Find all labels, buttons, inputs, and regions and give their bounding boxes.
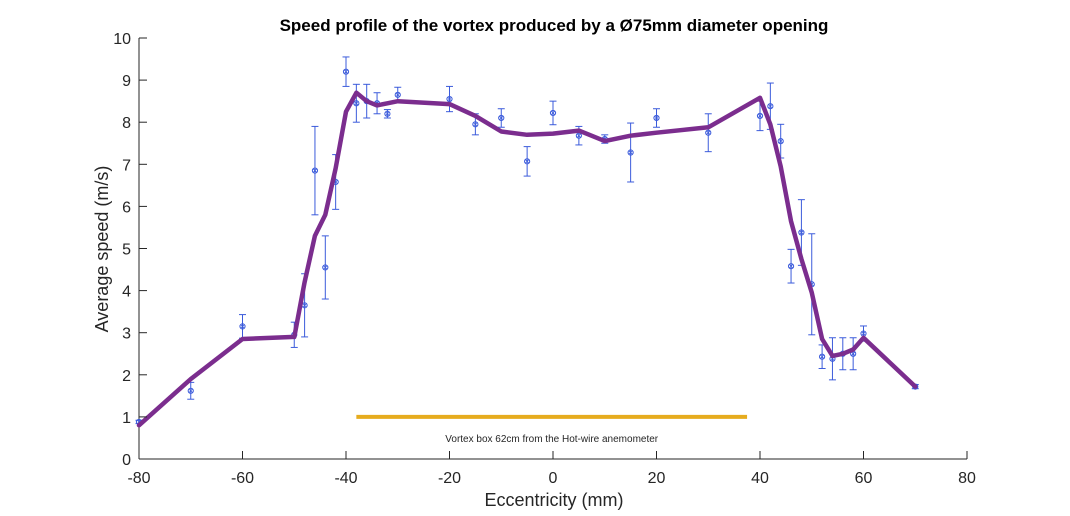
data-marker-cross: [706, 130, 711, 135]
x-tick-label: 80: [958, 470, 976, 487]
data-marker-cross: [799, 230, 804, 235]
x-tick-label: 0: [549, 470, 558, 487]
data-marker-cross: [473, 122, 478, 127]
y-tick-label: 8: [122, 115, 131, 132]
data-marker: [394, 91, 401, 98]
x-tick-label: -60: [231, 470, 254, 487]
data-marker-cross: [395, 92, 400, 97]
data-marker: [575, 132, 582, 139]
fit-line: [136, 90, 918, 428]
errorbar-point: [627, 122, 635, 183]
data-marker-cross: [188, 388, 193, 393]
data-marker-cross: [385, 111, 390, 116]
errorbar-point: [352, 83, 360, 123]
data-marker-cross: [820, 354, 825, 359]
chart-title: Speed profile of the vortex produced by …: [280, 16, 829, 35]
y-tick-label: 4: [122, 284, 131, 301]
data-marker: [342, 68, 350, 75]
y-tick-label: 5: [122, 242, 131, 259]
data-marker-cross: [136, 419, 142, 425]
data-marker-cross: [323, 265, 328, 270]
data-marker-cross: [768, 104, 773, 109]
y-tick-label: 6: [122, 199, 131, 216]
data-marker-cross: [788, 264, 794, 269]
y-tick-label: 7: [122, 157, 131, 174]
data-marker-cross: [757, 113, 763, 118]
data-marker-cross: [240, 324, 245, 329]
data-marker-cross: [447, 96, 452, 102]
y-tick-label: 2: [122, 368, 131, 385]
y-axis-title: Average speed (m/s): [92, 166, 112, 333]
data-marker: [653, 114, 660, 122]
x-tick-label: 40: [751, 470, 769, 487]
data-marker: [353, 100, 360, 107]
x-tick-label: -20: [438, 470, 461, 487]
errorbar-point: [549, 100, 557, 126]
errorbar-point: [311, 125, 319, 216]
errorbar-point: [321, 235, 329, 300]
data-marker: [187, 387, 194, 394]
data-marker-cross: [654, 115, 659, 121]
data-marker: [239, 323, 246, 330]
errorbar-point: [383, 109, 391, 119]
errorbar-point: [446, 85, 453, 113]
fit-line-series: [136, 90, 918, 428]
data-marker: [549, 109, 557, 117]
y-tick-label: 9: [122, 73, 131, 90]
x-tick-label: 60: [855, 470, 873, 487]
y-tick-label: 3: [122, 326, 131, 343]
data-marker-cross: [778, 139, 783, 144]
x-tick-label: -80: [127, 470, 150, 487]
data-marker: [705, 129, 712, 136]
data-marker: [322, 264, 329, 271]
x-tick-label: 20: [648, 470, 666, 487]
data-marker-cross: [851, 351, 856, 356]
data-marker: [446, 95, 453, 103]
data-marker-cross: [550, 110, 556, 116]
data-marker: [311, 167, 319, 174]
errorbar-point: [523, 146, 531, 177]
x-tick-label: -40: [334, 470, 357, 487]
data-marker: [767, 103, 774, 110]
data-marker-cross: [861, 331, 866, 336]
data-marker: [524, 158, 531, 165]
data-marker: [777, 138, 784, 145]
errorbar-point: [828, 337, 836, 381]
data-marker: [819, 353, 826, 360]
data-marker-cross: [354, 101, 359, 106]
errorbar-point: [497, 108, 505, 128]
errorbar-point: [818, 344, 826, 369]
data-marker: [384, 110, 391, 117]
vortex-box-annotation: Vortex box 62cm from the Hot-wire anemom…: [445, 434, 659, 445]
data-marker-cross: [312, 168, 318, 173]
y-tick-label: 10: [113, 31, 131, 48]
errorbar-point: [653, 108, 660, 128]
annotation-layer: Vortex box 62cm from the Hot-wire anemom…: [356, 414, 748, 445]
errorbar-point: [342, 56, 350, 87]
errorbar-point: [849, 337, 857, 371]
y-tick-label: 0: [122, 452, 131, 469]
y-tick-label: 1: [122, 410, 131, 427]
data-marker: [472, 121, 479, 128]
x-axis-title: Eccentricity (mm): [485, 490, 624, 510]
errorbar-point: [704, 113, 712, 153]
data-marker: [756, 112, 764, 119]
errorbar-series: [135, 56, 919, 426]
x-axis-ticks: -80 -60 -40 -20 0 20 40 60 80: [127, 451, 976, 487]
errorbar-point: [239, 314, 246, 339]
data-marker-cross: [302, 303, 307, 308]
data-marker-cross: [628, 150, 633, 155]
data-marker: [787, 263, 795, 270]
data-marker-cross: [525, 159, 530, 164]
data-marker-cross: [576, 133, 581, 138]
data-marker: [798, 229, 805, 236]
data-marker: [627, 149, 634, 156]
errorbar-point: [187, 381, 195, 400]
y-axis-ticks: 0 1 2 3 4 5 6 7 8 9 10: [113, 31, 147, 469]
data-marker: [498, 114, 505, 122]
data-marker-cross: [343, 69, 349, 74]
data-marker-cross: [499, 115, 504, 121]
errorbar-point: [787, 248, 795, 284]
